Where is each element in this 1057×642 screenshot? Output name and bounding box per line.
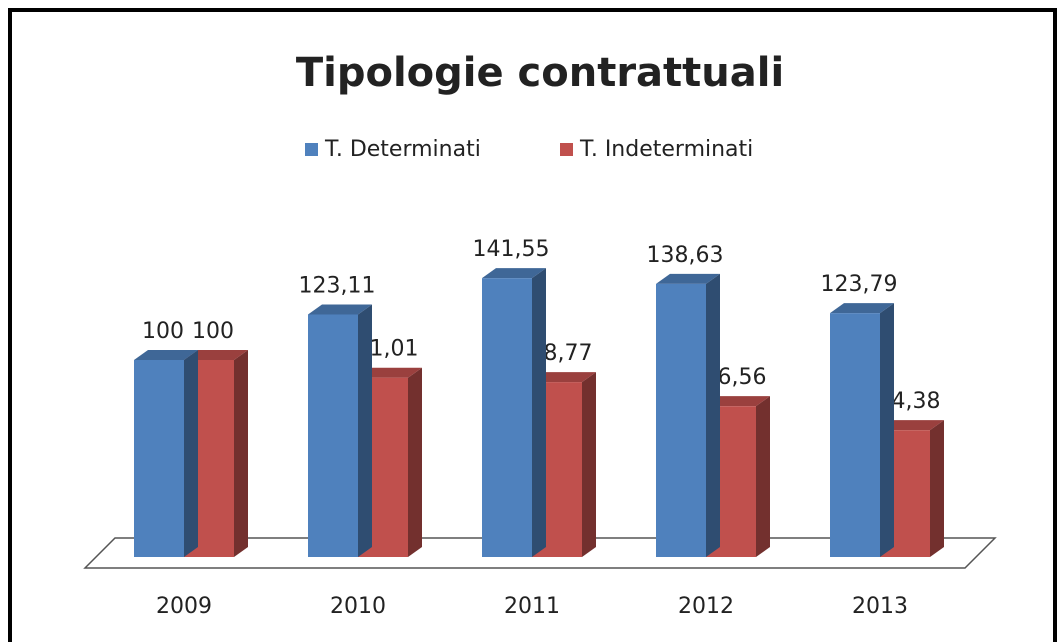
x-tick-label: 2011: [504, 594, 560, 619]
value-label: 141,55: [473, 237, 550, 262]
legend-label: T. Indeterminati: [579, 137, 753, 162]
value-label: 123,79: [821, 272, 898, 297]
bar-side: [756, 396, 770, 557]
bar-side: [582, 372, 596, 557]
bar-side: [408, 367, 422, 557]
bar-top: [308, 304, 372, 315]
bar-top: [134, 350, 198, 360]
bar: [134, 360, 184, 557]
bar-top: [482, 268, 546, 279]
x-tick-label: 2012: [678, 594, 734, 619]
bar: [656, 283, 706, 557]
bar: [482, 278, 532, 557]
bar-top: [706, 396, 770, 407]
chart-title: Tipologie contrattuali: [296, 50, 784, 96]
bar-top: [532, 372, 596, 383]
x-tick-label: 2013: [852, 594, 908, 619]
bar-side: [234, 350, 248, 557]
bar-side: [184, 350, 198, 557]
bar-side: [706, 273, 720, 557]
bar-top: [830, 303, 894, 314]
legend-label: T. Determinati: [324, 137, 481, 162]
bar-top: [880, 420, 944, 431]
bar: [308, 314, 358, 557]
legend-swatch: [305, 143, 318, 156]
value-label: 100: [142, 319, 184, 344]
bar-side: [930, 420, 944, 557]
x-tick-label: 2010: [330, 594, 386, 619]
value-label: 138,63: [647, 243, 724, 268]
bar-top: [184, 350, 248, 360]
value-label: 100: [192, 319, 234, 344]
bar-top: [656, 273, 720, 284]
bar: [830, 313, 880, 557]
bar-side: [358, 304, 372, 557]
bar-top: [358, 367, 422, 378]
value-label: 123,11: [299, 273, 376, 298]
bar-side: [880, 303, 894, 557]
legend-swatch: [560, 143, 573, 156]
bar-side: [532, 268, 546, 557]
x-tick-label: 2009: [156, 594, 212, 619]
